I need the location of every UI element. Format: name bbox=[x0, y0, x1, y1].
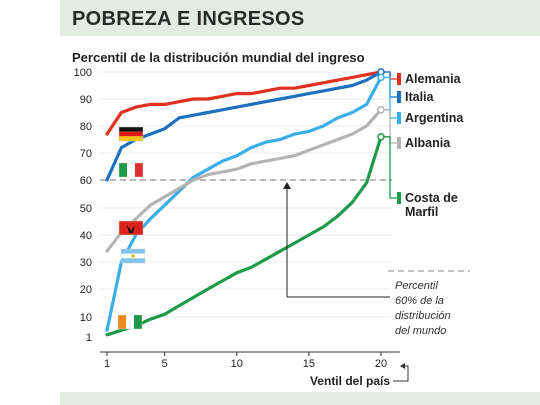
y-tick-label: 1 bbox=[86, 332, 92, 344]
x-axis-arrow bbox=[393, 365, 409, 382]
flag-argentina-icon-stripe bbox=[121, 258, 145, 263]
annotation-text-line: 60% de la bbox=[395, 295, 444, 307]
series-line-4 bbox=[105, 135, 383, 337]
y-tick-label: 80 bbox=[80, 121, 92, 133]
legend-swatch-0 bbox=[397, 73, 401, 85]
annotation-text-line: distribución bbox=[395, 310, 451, 322]
legend-label-4-line2: Marfil bbox=[405, 205, 438, 219]
x-tick-label: 1 bbox=[104, 358, 110, 370]
flag-germany-icon-stripe bbox=[119, 136, 143, 141]
series-line-2 bbox=[105, 75, 383, 332]
legend-label-4-line1: Costa de bbox=[405, 191, 458, 205]
x-axis-arrowhead bbox=[400, 363, 405, 369]
flag-argentina-icon-stripe bbox=[121, 249, 145, 254]
annotation-text-line: del mundo bbox=[395, 325, 446, 337]
legend-swatch-1 bbox=[397, 91, 401, 103]
flag-italy-icon bbox=[118, 162, 144, 178]
flag-albania-icon-border bbox=[118, 220, 144, 236]
flag-argentina-icon-border bbox=[120, 248, 146, 264]
flag-germany-icon-stripe bbox=[119, 127, 143, 132]
x-tick-label: 10 bbox=[231, 358, 243, 370]
legend-swatch-2 bbox=[397, 112, 401, 124]
flag-albania-emblem bbox=[127, 225, 135, 233]
x-tick-label: 20 bbox=[375, 358, 387, 370]
header-band bbox=[60, 0, 540, 36]
y-axis-title: Percentil de la distribución mundial del… bbox=[72, 50, 365, 65]
flag-germany-icon-border bbox=[118, 126, 144, 142]
flag-italy-icon-stripe bbox=[135, 163, 143, 177]
legend-label-1: Italia bbox=[405, 90, 435, 104]
series-line-0 bbox=[105, 70, 383, 136]
legend-label-2: Argentina bbox=[405, 111, 464, 125]
legend-label-0: Alemania bbox=[405, 72, 462, 86]
flag-italy-icon-border bbox=[118, 162, 144, 178]
series-end-marker-3 bbox=[377, 106, 385, 114]
series-line-3 bbox=[105, 108, 383, 253]
flag-italy-icon-stripe bbox=[119, 163, 127, 177]
y-tick-label: 50 bbox=[80, 203, 92, 215]
flag-germany-icon bbox=[118, 126, 144, 142]
series-end-marker-2 bbox=[377, 73, 385, 82]
series-line-1 bbox=[105, 70, 383, 182]
y-tick-label: 60 bbox=[80, 175, 92, 187]
annotation-box bbox=[390, 279, 474, 345]
flag-albania-icon-stripe bbox=[119, 221, 143, 235]
annotation-text-line: Percentil bbox=[395, 280, 438, 292]
x-tick-label: 15 bbox=[303, 358, 315, 370]
y-tick-label: 10 bbox=[80, 312, 92, 324]
y-tick-label: 70 bbox=[80, 148, 92, 160]
legend-connector-2 bbox=[384, 76, 397, 119]
y-tick-label: 20 bbox=[80, 284, 92, 296]
y-tick-label: 90 bbox=[80, 94, 92, 106]
legend-swatch-4 bbox=[397, 192, 401, 204]
flag-costa-de-marfil-icon-stripe bbox=[126, 315, 134, 329]
footer-band bbox=[60, 392, 540, 405]
flag-italy-icon-stripe bbox=[127, 163, 135, 177]
y-tick-label: 40 bbox=[80, 230, 92, 242]
flag-albania-icon bbox=[118, 220, 144, 236]
page-title: POBREZA E INGRESOS bbox=[72, 8, 305, 30]
series-end-marker-4 bbox=[377, 133, 385, 141]
flag-argentina-icon bbox=[120, 248, 146, 264]
flag-costa-de-marfil-icon bbox=[117, 314, 143, 330]
flag-costa-de-marfil-icon-stripe bbox=[118, 315, 126, 329]
annotation-arrowhead bbox=[283, 182, 291, 189]
legend-connector-3 bbox=[384, 109, 397, 144]
legend-swatch-3 bbox=[397, 137, 401, 149]
flag-argentina-sun bbox=[131, 254, 135, 258]
flag-costa-de-marfil-icon-stripe bbox=[134, 315, 142, 329]
x-tick-label: 5 bbox=[162, 358, 168, 370]
y-tick-label: 100 bbox=[74, 67, 92, 79]
flag-germany-icon-stripe bbox=[119, 131, 143, 137]
flag-costa-de-marfil-icon-border bbox=[117, 314, 143, 330]
y-tick-label: 30 bbox=[80, 257, 92, 269]
legend-connector-4 bbox=[384, 136, 397, 199]
x-axis-title: Ventil del país bbox=[310, 374, 390, 388]
legend-label-3: Albania bbox=[405, 136, 451, 150]
